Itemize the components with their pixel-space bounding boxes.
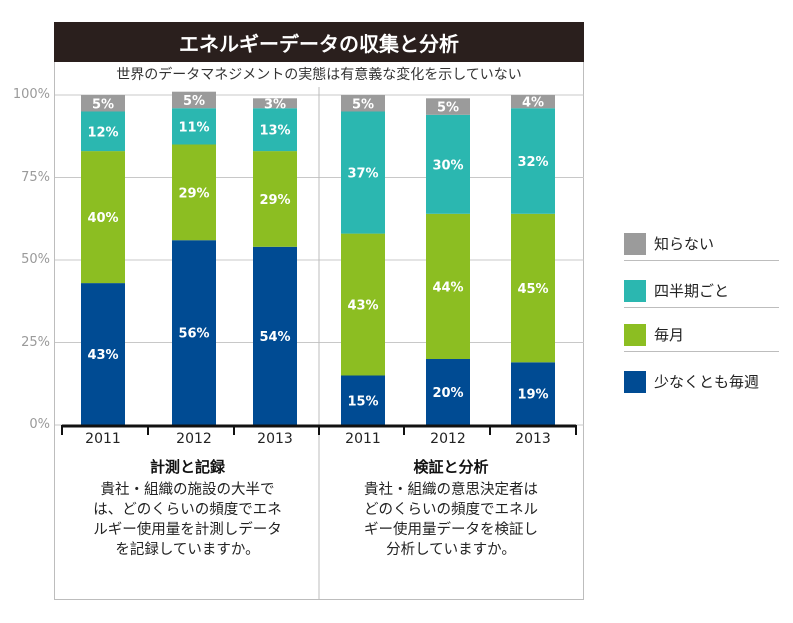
legend-swatch [624,324,646,346]
x-tick-label: 2013 [257,431,293,447]
data-label: 44% [432,280,463,295]
bar-segment [253,108,297,152]
legend-item: 知らない [624,227,779,261]
bar-segment [172,144,216,241]
data-label: 43% [87,348,118,363]
data-label: 56% [178,327,209,342]
data-label: 54% [259,330,290,345]
data-label: 11% [178,120,209,135]
bar-segment [172,91,216,109]
legend-label: 四半期ごと [654,282,730,300]
legend-swatch [624,371,646,393]
x-tick-label: 2013 [515,431,551,447]
group-question-line: を記録していますか。 [115,542,260,558]
bar-segment [511,213,555,363]
bar-segment [511,362,555,425]
bar-segment [426,213,470,359]
data-label: 3% [264,97,286,112]
data-label: 20% [432,386,463,401]
data-label: 5% [352,97,374,112]
bar-segment [81,151,125,284]
bar-segment [341,95,385,112]
bar-segment [426,359,470,425]
chart-title: エネルギーデータの収集と分析 [54,22,584,62]
data-label: 5% [437,101,459,116]
bar-segment [172,108,216,145]
data-label: 5% [183,94,205,109]
x-tick-label: 2011 [85,431,121,447]
bar-segment [81,111,125,152]
group-question-line: は、どのくらいの頻度でエネ [93,502,282,518]
legend-separator [624,307,779,308]
data-label: 12% [87,125,118,140]
group-question-line: どのくらいの頻度でエネル [364,502,538,518]
y-tick-label: 0% [29,417,50,432]
group-question-line: 貴社・組織の施設の大半で [100,482,275,498]
data-label: 45% [517,282,548,297]
bar-segment [341,111,385,234]
legend-item: 少なくとも毎週 [624,365,779,399]
y-tick-label: 50% [21,252,50,267]
data-label: 43% [347,299,378,314]
legend-label: 少なくとも毎週 [654,373,760,391]
legend-item: 毎月 [624,318,779,352]
data-label: 30% [432,158,463,173]
y-tick-label: 75% [21,169,50,185]
data-label: 4% [522,96,544,111]
data-label: 15% [347,394,378,409]
x-tick-label: 2012 [176,431,212,447]
data-label: 29% [259,193,290,208]
bar-segment [172,240,216,425]
chart-subtitle: 世界のデータマネジメントの実態は有意義な変化を示していない [116,67,522,83]
group-question-line: 貴社・組織の意思決定者は [364,482,538,498]
legend-label: 知らない [654,235,715,253]
bar-segment [511,108,555,214]
y-tick-label: 25% [21,334,50,350]
data-label: 32% [517,155,548,170]
data-label: 40% [87,211,118,226]
x-tick-label: 2011 [345,431,381,447]
bar-segment [253,246,297,425]
data-label: 5% [92,97,114,112]
data-label: 29% [178,186,209,201]
bar-segment [81,95,125,112]
data-label: 37% [347,167,378,182]
bar-segment [341,375,385,425]
data-label: 13% [259,124,290,139]
legend-swatch [624,233,646,255]
bar-segment [426,114,470,214]
x-tick-label: 2012 [430,431,466,447]
bar-segment [341,233,385,376]
group-question-line: ルギー使用量を計測しデータ [93,522,282,538]
bar-segment [511,95,555,109]
group-title: 計測と記録 [149,458,225,476]
bar-segment [426,98,470,115]
legend-label: 毎月 [654,326,685,344]
legend-item: 四半期ごと [624,274,779,308]
bar-segment [253,98,297,109]
group-question-line: 分析していますか。 [386,542,516,558]
bar-segment [81,283,125,425]
y-tick-label: 100% [12,87,50,102]
data-label: 19% [517,388,548,403]
bar-segment [253,151,297,247]
legend-separator [624,260,779,261]
group-question-line: ギー使用量データを検証し [364,522,538,538]
legend-swatch [624,280,646,302]
group-title: 検証と分析 [413,458,489,476]
legend-separator [624,351,779,352]
